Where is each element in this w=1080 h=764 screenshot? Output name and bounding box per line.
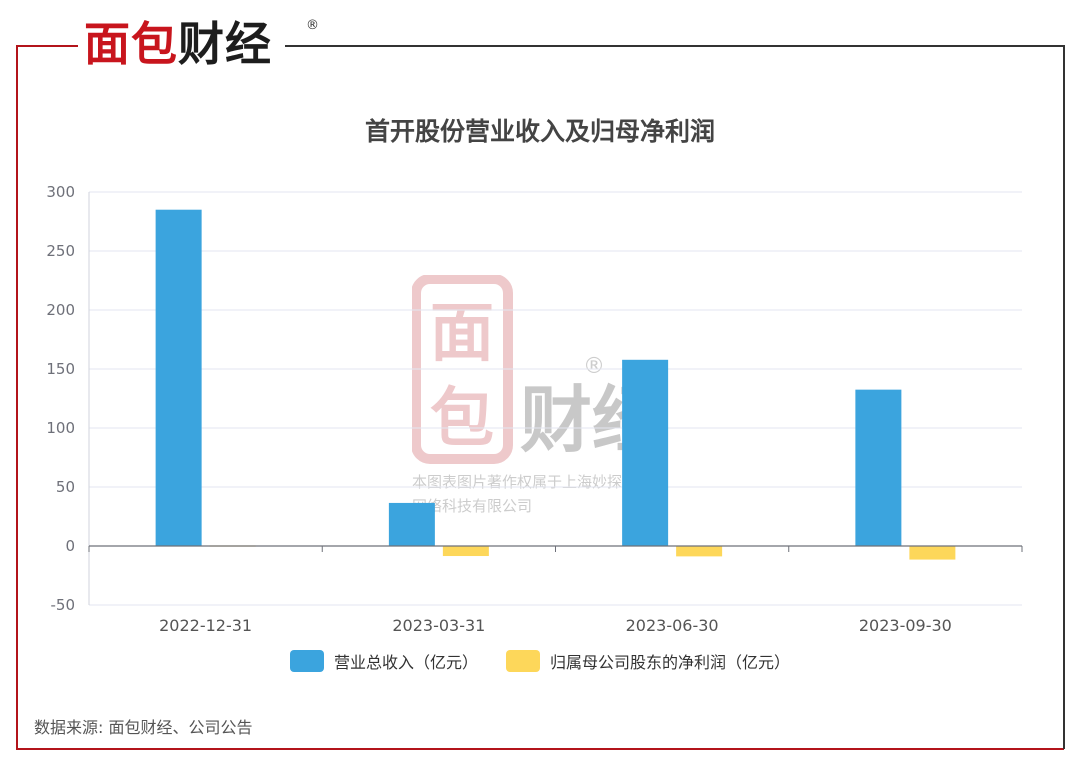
y-tick-label: 100 bbox=[46, 419, 75, 437]
y-tick-label: 200 bbox=[46, 301, 75, 319]
bar-net-profit-2023-09-30 bbox=[909, 546, 956, 560]
y-tick-label: 0 bbox=[65, 537, 75, 555]
watermark-registered: ® bbox=[583, 354, 605, 379]
legend-item-net-profit[interactable]: 归属母公司股东的净利润（亿元） bbox=[506, 649, 790, 673]
logo-dark-text: 财经 bbox=[178, 17, 272, 71]
registered-mark: ® bbox=[306, 18, 319, 33]
x-tick-label: 2023-09-30 bbox=[859, 616, 952, 635]
legend-swatch-revenue bbox=[289, 650, 324, 672]
x-axis: 2022-12-31 2023-03-31 2023-06-30 2023-09-30 bbox=[88, 192, 1023, 635]
frame-red-border bbox=[16, 45, 1064, 750]
watermark-char-top: 面 bbox=[430, 297, 494, 371]
watermark-logo: 面 包 财经 ® bbox=[411, 274, 664, 464]
bars bbox=[155, 209, 956, 560]
watermark-char-mid: 包 bbox=[430, 382, 494, 456]
y-tick-label: 50 bbox=[56, 478, 75, 496]
logo-red-text: 面包 bbox=[84, 17, 178, 71]
x-tick-label: 2023-03-31 bbox=[392, 616, 485, 635]
y-tick-label: 250 bbox=[46, 242, 75, 260]
bar-net-profit-2023-06-30 bbox=[676, 546, 723, 557]
watermark-copyright-line2: 网络科技有限公司 bbox=[412, 497, 533, 515]
bar-revenue-2023-09-30 bbox=[855, 389, 902, 546]
brand-logo: 面包财经 ® bbox=[78, 14, 319, 74]
data-source-note: 数据来源: 面包财经、公司公告 bbox=[34, 718, 253, 737]
legend: 营业总收入（亿元） 归属母公司股东的净利润（亿元） bbox=[0, 649, 1080, 673]
legend-label-revenue: 营业总收入（亿元） bbox=[333, 653, 478, 672]
bar-revenue-2022-12-31 bbox=[155, 209, 202, 546]
legend-swatch-net-profit bbox=[506, 650, 540, 672]
legend-item-revenue[interactable]: 营业总收入（亿元） bbox=[289, 649, 478, 673]
y-axis-ticks: 300 250 200 150 100 50 0 -50 bbox=[46, 183, 75, 614]
legend-label-net-profit: 归属母公司股东的净利润（亿元） bbox=[550, 653, 791, 672]
x-tick-label: 2022-12-31 bbox=[159, 616, 252, 635]
y-tick-label: -50 bbox=[51, 596, 76, 614]
frame-dark-border bbox=[285, 45, 1065, 749]
y-tick-label: 150 bbox=[46, 360, 75, 378]
y-tick-label: 300 bbox=[46, 183, 75, 201]
chart-title: 首开股份营业收入及归母净利润 bbox=[364, 117, 715, 146]
x-tick-label: 2023-06-30 bbox=[626, 616, 719, 635]
bar-revenue-2023-03-31 bbox=[388, 502, 435, 546]
bar-net-profit-2023-03-31 bbox=[442, 546, 489, 557]
bar-revenue-2023-06-30 bbox=[622, 359, 669, 546]
